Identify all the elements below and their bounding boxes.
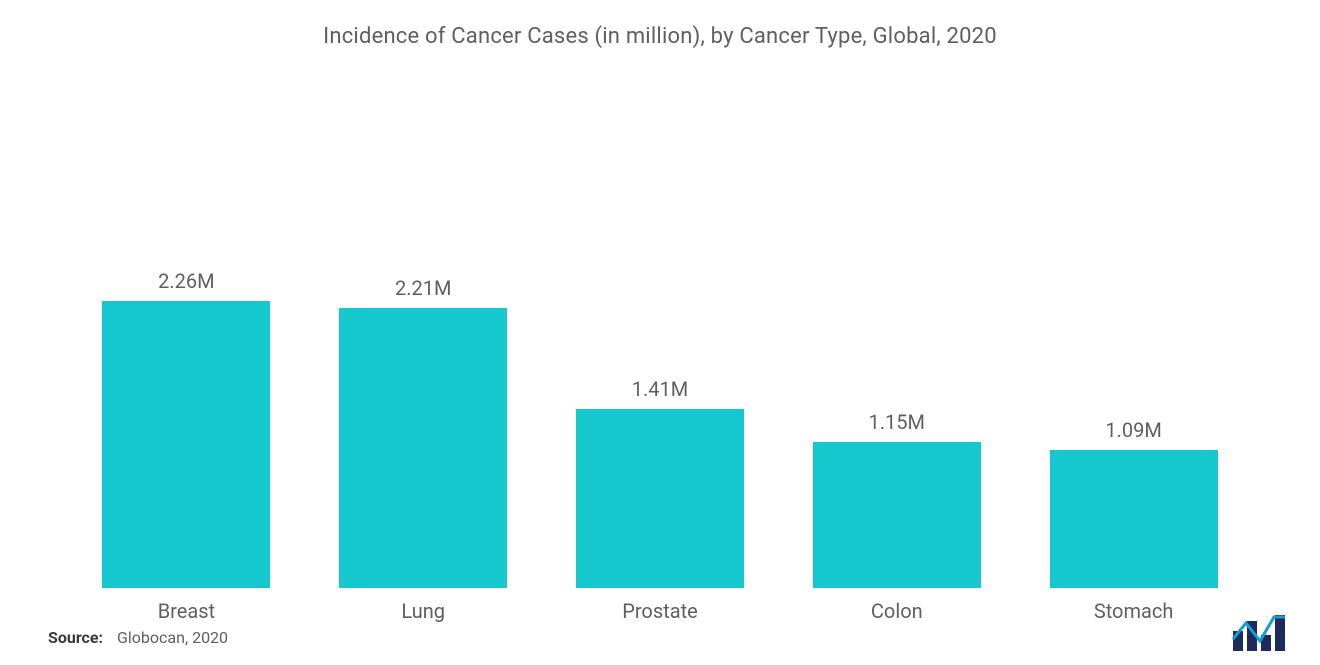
category-label: Breast — [68, 599, 305, 623]
source-text: Globocan, 2020 — [117, 628, 228, 647]
category-label: Stomach — [1015, 599, 1252, 623]
bar-value-label: 1.41M — [632, 377, 688, 401]
category-label: Lung — [305, 599, 542, 623]
bar-slot: 2.26M — [68, 149, 305, 588]
source-label: Source: — [48, 628, 103, 647]
category-axis: Breast Lung Prostate Colon Stomach — [48, 589, 1272, 623]
bar-rect — [102, 301, 270, 588]
category-label: Prostate — [542, 599, 779, 623]
bar-value-label: 1.09M — [1105, 418, 1161, 442]
bar-rect — [339, 308, 507, 589]
bar-slot: 1.41M — [542, 149, 779, 588]
bar-rect — [1050, 450, 1218, 588]
bar-value-label: 2.21M — [395, 276, 451, 300]
source-attribution: Source: Globocan, 2020 — [48, 628, 228, 647]
bar-rect — [576, 409, 744, 588]
bar-slot: 1.15M — [778, 149, 1015, 588]
bar-rect — [813, 442, 981, 588]
category-label: Colon — [778, 599, 1015, 623]
bar-slot: 2.21M — [305, 149, 542, 588]
mordor-logo-icon — [1230, 611, 1288, 651]
bar-value-label: 2.26M — [158, 269, 214, 293]
bar-value-label: 1.15M — [869, 410, 925, 434]
chart-title: Incidence of Cancer Cases (in million), … — [48, 24, 1272, 49]
chart-plot-area: 2.26M 2.21M 1.41M 1.15M 1.09M — [48, 149, 1272, 589]
bar-slot: 1.09M — [1015, 149, 1252, 588]
